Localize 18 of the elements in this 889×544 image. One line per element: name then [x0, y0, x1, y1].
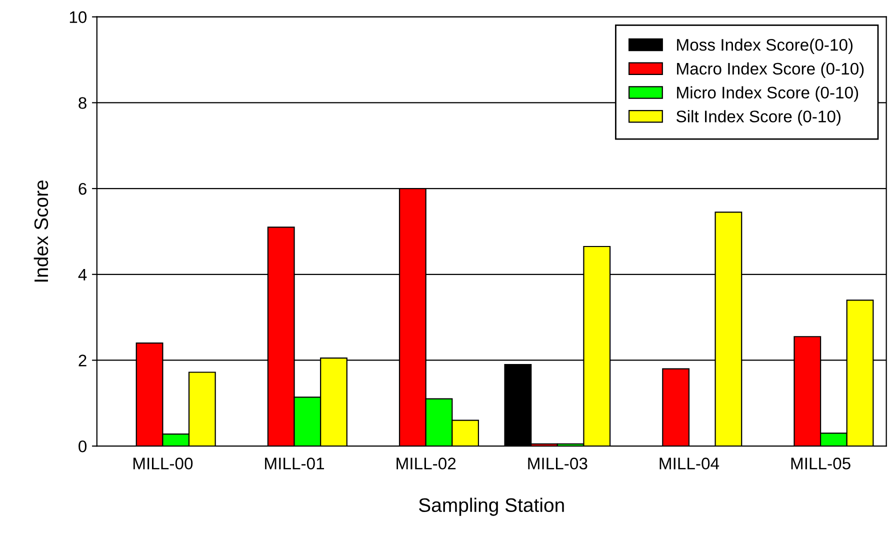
y-axis-title: Index Score	[34, 180, 48, 282]
legend-label: Micro Index Score (0-10)	[677, 86, 858, 102]
y-tick-label: 8	[78, 97, 86, 109]
x-tick-label: MILL-00	[133, 458, 193, 470]
legend-label: Moss Index Score(0-10)	[677, 38, 853, 54]
y-tick-label: 4	[78, 268, 87, 280]
x-tick-label: MILL-04	[660, 458, 720, 470]
legend-label: Silt Index Score (0-10)	[676, 110, 840, 126]
x-tick-label: MILL-05	[791, 458, 850, 470]
y-tick-label: 2	[78, 354, 86, 366]
y-tick-label: 10	[70, 11, 87, 24]
x-tick-label: MILL-03	[528, 458, 588, 470]
x-tick-label: MILL-01	[265, 458, 324, 470]
y-tick-label: 0	[78, 440, 87, 452]
y-tick-label: 6	[78, 182, 86, 195]
legend-label: Macro Index Score (0-10)	[677, 62, 864, 78]
x-axis-title: Sampling Station	[419, 498, 564, 516]
x-tick-label: MILL-02	[396, 458, 456, 470]
